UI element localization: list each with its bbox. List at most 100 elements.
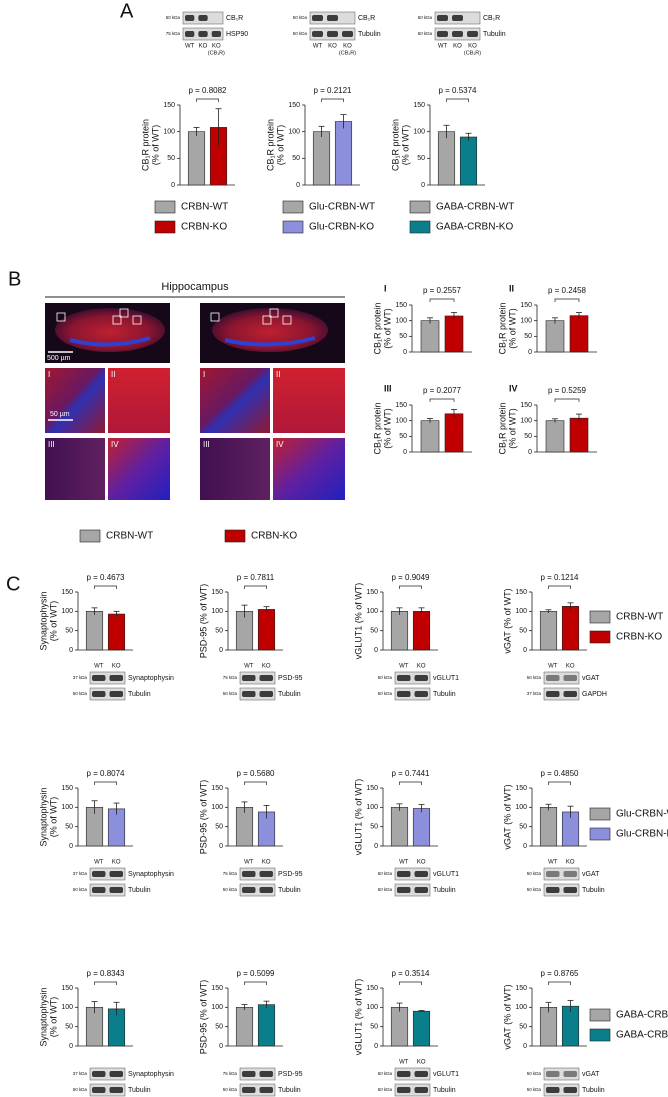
y-axis-label: vGAT (% of WT) [502, 588, 512, 653]
region-label: II [276, 370, 280, 379]
y-tick-label: 100 [288, 129, 300, 136]
micrographs [45, 303, 345, 500]
y-axis-label: vGLUT1 (% of WT) [353, 979, 363, 1056]
zoom-image [45, 368, 105, 433]
y-tick-label: 0 [69, 1043, 73, 1050]
legend-label: Glu-CRBN-KO [309, 222, 374, 233]
y-tick-label: 100 [520, 418, 532, 425]
y-tick-label: 150 [366, 589, 378, 596]
blot-band [259, 887, 273, 893]
marker-label: 50 kDa [293, 31, 308, 36]
y-tick-label: 150 [211, 985, 223, 992]
p-value: p = 0.5259 [548, 386, 587, 395]
blot-band [437, 15, 448, 21]
y-tick-label: 100 [413, 129, 425, 136]
y-tick-label: 50 [65, 824, 73, 831]
band-label: PSD-95 [278, 871, 303, 878]
band-label: Synaptophysin [128, 1071, 174, 1078]
lane-label: KO [417, 1060, 426, 1066]
marker-label: 50 kDa [223, 887, 238, 892]
p-value: p = 0.4673 [86, 573, 125, 582]
y-tick-label: 100 [366, 1004, 378, 1011]
marker-label: 50 kDa [73, 691, 88, 696]
blot-band [109, 675, 123, 681]
marker-label: 50 kDa [527, 871, 542, 876]
p-value: p = 0.2121 [313, 86, 352, 95]
y-tick-label: 150 [211, 589, 223, 596]
y-tick-label: 0 [171, 182, 175, 189]
legend-swatch [409, 220, 431, 234]
blot-band [546, 887, 560, 893]
band-label: CB₁R [226, 15, 243, 22]
comparison-bracket [554, 398, 580, 402]
legend-label: Glu-CRBN-WT [616, 809, 668, 820]
y-tick-label: 50 [399, 333, 407, 340]
lane-label: WT [399, 664, 409, 670]
y-tick-label: 0 [523, 843, 527, 850]
legend-label: Glu-CRBN-WT [309, 202, 375, 213]
band-label: vGLUT1 [433, 871, 459, 878]
lane-label: WT [438, 44, 448, 50]
comparison-bracket [548, 781, 571, 785]
blot-band [109, 887, 123, 893]
y-tick-label: 150 [163, 102, 175, 109]
blot-band [92, 691, 106, 697]
y-tick-label: 50 [215, 1024, 223, 1031]
y-tick-label: 50 [519, 628, 527, 635]
zoom-image [45, 438, 105, 500]
chart-title: III [384, 383, 392, 393]
y-tick-label: 150 [413, 102, 425, 109]
bar [420, 420, 440, 453]
blot-band [546, 871, 560, 877]
lane-label: WT [313, 44, 323, 50]
blot-band [242, 887, 256, 893]
marker-label: 50 kDa [378, 675, 393, 680]
lane-label: KO [417, 664, 426, 670]
y-tick-label: 0 [523, 1043, 527, 1050]
y-tick-label: 50 [65, 1024, 73, 1031]
blot-band [342, 31, 353, 37]
y-axis-label: (% of WT) [400, 125, 410, 166]
band-label: PSD-95 [278, 675, 303, 682]
y-tick-label: 0 [374, 843, 378, 850]
y-tick-label: 0 [374, 1043, 378, 1050]
marker-label: 50 kDa [378, 871, 393, 876]
blot-band [109, 691, 123, 697]
bar [444, 413, 464, 453]
p-value: p = 0.7441 [391, 769, 430, 778]
blot-band [414, 1071, 428, 1077]
bar [459, 136, 478, 186]
y-axis-label: Synaptophysin [38, 591, 48, 650]
y-tick-label: 150 [61, 985, 73, 992]
band-label: Tubulin [358, 31, 381, 38]
lane-label: WT [399, 1060, 409, 1066]
blot-band [92, 887, 106, 893]
lane-label: KO [343, 44, 352, 50]
lane-label: KO [112, 664, 121, 670]
marker-label: 50 kDa [378, 691, 393, 696]
blot-band [109, 1071, 123, 1077]
y-tick-label: 100 [395, 318, 407, 325]
blot-band [452, 15, 463, 21]
band-label: vGAT [582, 675, 600, 682]
y-tick-label: 150 [61, 589, 73, 596]
band-label: Synaptophysin [128, 675, 174, 682]
y-axis-label: Synaptophysin [38, 987, 48, 1046]
y-tick-label: 0 [219, 843, 223, 850]
y-tick-label: 100 [366, 804, 378, 811]
zoom-image [273, 368, 345, 433]
y-axis-label: (% of WT) [507, 408, 517, 449]
blot-band [259, 871, 273, 877]
blot-band [92, 871, 106, 877]
image-title: Hippocampus [161, 281, 229, 293]
band-label: vGAT [582, 1071, 600, 1078]
region-label: III [203, 440, 210, 449]
blot-band [563, 1071, 577, 1077]
lane-label: WT [185, 44, 195, 50]
roi-boxes [56, 308, 292, 325]
band-label: Tubulin [433, 887, 456, 894]
band-label: CB₁R [358, 15, 375, 22]
blot-band [185, 15, 195, 21]
blot-band [546, 1087, 560, 1093]
band-label: Tubulin [433, 691, 456, 698]
